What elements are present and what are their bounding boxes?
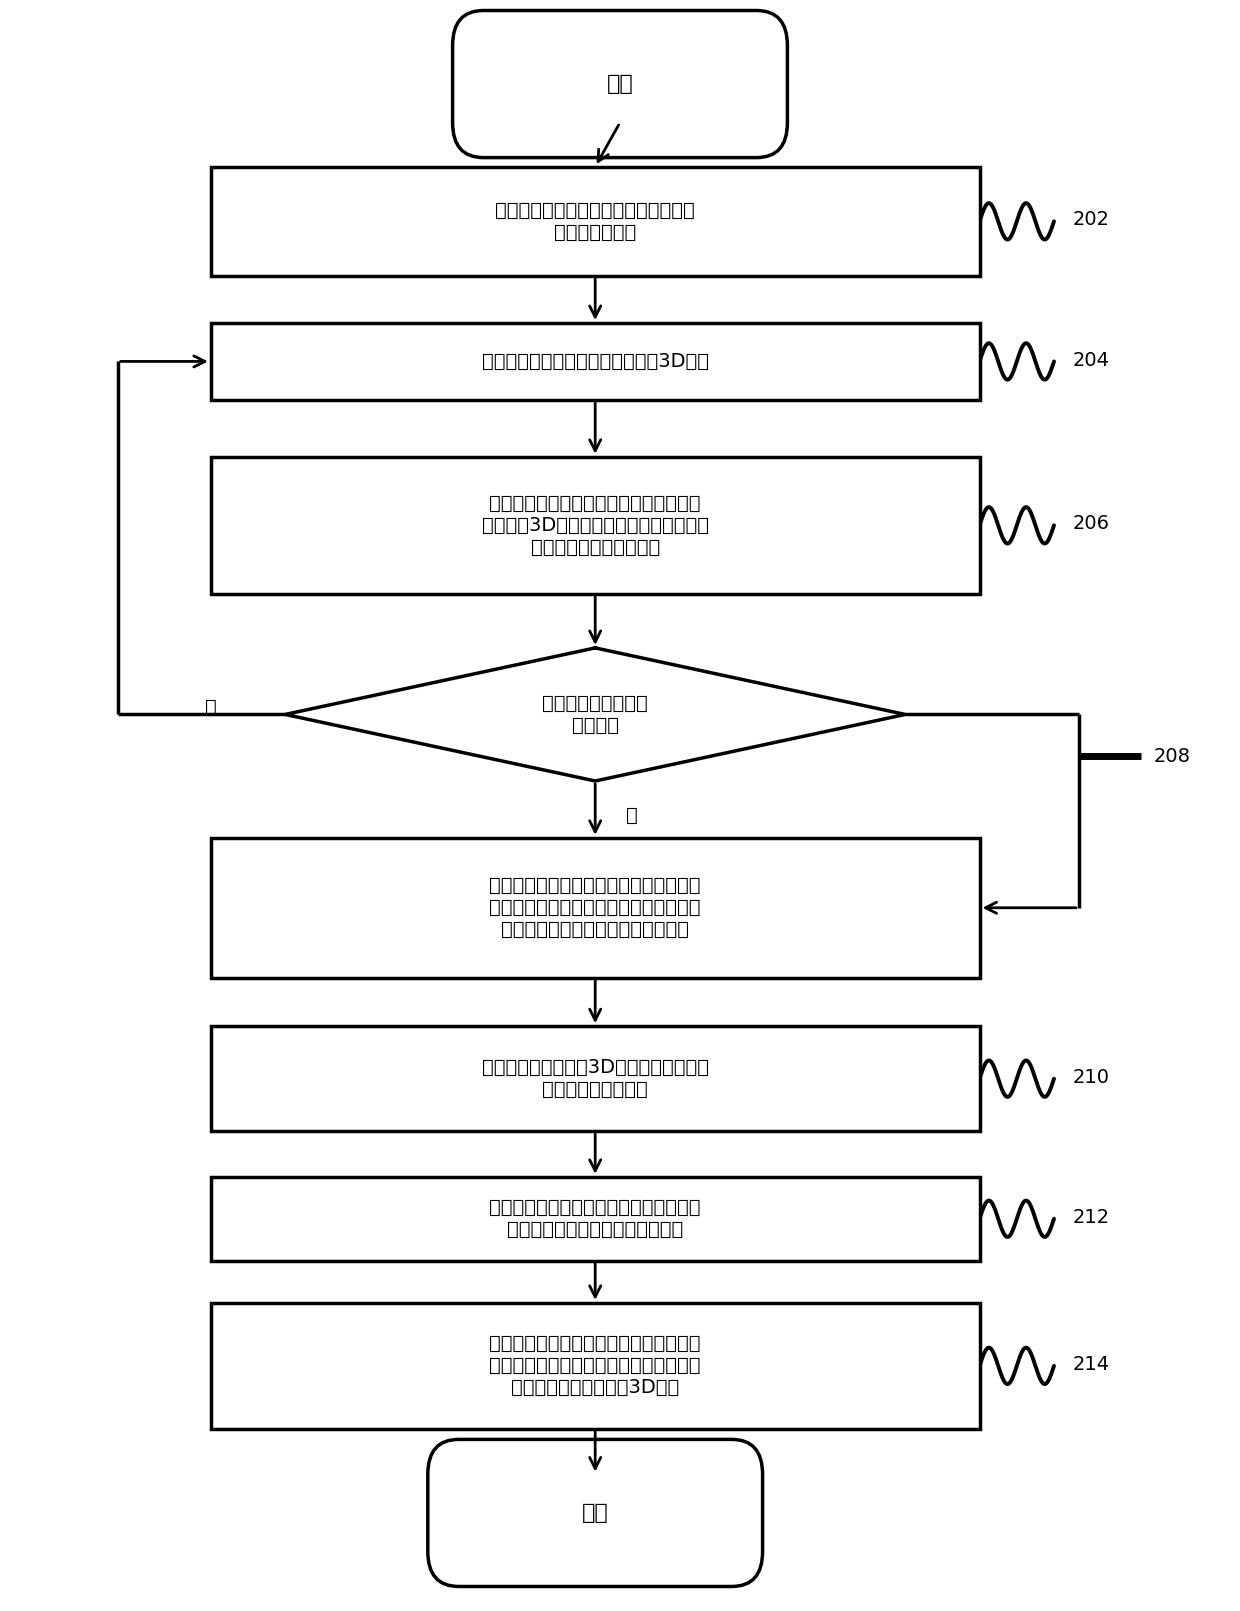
Text: 从过驱动值查找表中查找对应于第一实时
像素灰阶和第二实时像素灰阶的过驱动值
，并利用过驱动值进行3D播放: 从过驱动值查找表中查找对应于第一实时 像素灰阶和第二实时像素灰阶的过驱动值 ，并… — [490, 1334, 701, 1397]
Text: 206: 206 — [1073, 514, 1110, 533]
Text: 获取需要依次播放的第一测试帧图像和
第二测试帧图像: 获取需要依次播放的第一测试帧图像和 第二测试帧图像 — [495, 201, 696, 242]
Text: 开始: 开始 — [606, 74, 634, 93]
Text: 确定第一测试帧图像为左眼图像或右眼图
像，并从3D观看设备上相应的部位，获取
分别综合亮度和图像亮度: 确定第一测试帧图像为左眼图像或右眼图 像，并从3D观看设备上相应的部位，获取 分… — [481, 495, 709, 557]
Polygon shape — [285, 648, 905, 781]
Text: 208: 208 — [1153, 748, 1190, 765]
Text: 综合亮度和图像亮度
是否匹配: 综合亮度和图像亮度 是否匹配 — [542, 694, 649, 735]
Text: 将实时过驱动值、第一灰阶与第二灰阶、
及第一测试帧图像与第二测试帧图像的播
放顺序关联存储至过驱动值查找表中: 将实时过驱动值、第一灰阶与第二灰阶、 及第一测试帧图像与第二测试帧图像的播 放顺… — [490, 876, 701, 939]
FancyBboxPatch shape — [211, 1303, 980, 1429]
Text: 在利用显示装置进行3D播放时，获取上一
帧图像和当前帧图像: 在利用显示装置进行3D播放时，获取上一 帧图像和当前帧图像 — [481, 1058, 709, 1099]
Text: 使用实时过驱动值对测试图像进行3D显示: 使用实时过驱动值对测试图像进行3D显示 — [481, 351, 709, 371]
FancyBboxPatch shape — [453, 11, 787, 158]
Text: 分别获取上一帧图像的第一实时像素灰阶
和当前帧图像的第二实时像素灰阶: 分别获取上一帧图像的第一实时像素灰阶 和当前帧图像的第二实时像素灰阶 — [490, 1199, 701, 1239]
FancyBboxPatch shape — [211, 456, 980, 594]
FancyBboxPatch shape — [211, 838, 980, 978]
Text: 204: 204 — [1073, 351, 1110, 369]
Text: 是: 是 — [626, 806, 637, 825]
Text: 214: 214 — [1073, 1355, 1110, 1374]
FancyBboxPatch shape — [211, 1176, 980, 1261]
FancyBboxPatch shape — [211, 322, 980, 400]
Text: 否: 否 — [206, 698, 217, 717]
FancyBboxPatch shape — [211, 166, 980, 275]
FancyBboxPatch shape — [428, 1439, 763, 1587]
Text: 202: 202 — [1073, 211, 1110, 229]
Text: 结束: 结束 — [582, 1503, 609, 1522]
Text: 212: 212 — [1073, 1208, 1110, 1228]
Text: 210: 210 — [1073, 1068, 1110, 1087]
FancyBboxPatch shape — [211, 1026, 980, 1131]
